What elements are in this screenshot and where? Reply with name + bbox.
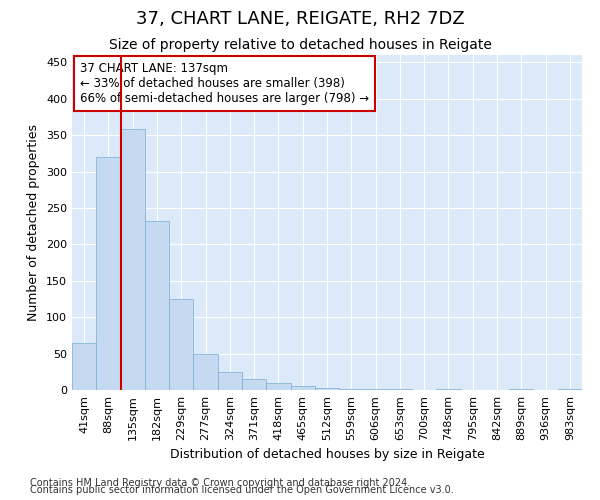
Bar xyxy=(121,130,145,390)
Bar xyxy=(266,382,290,390)
Text: Contains public sector information licensed under the Open Government Licence v3: Contains public sector information licen… xyxy=(30,485,454,495)
X-axis label: Distribution of detached houses by size in Reigate: Distribution of detached houses by size … xyxy=(170,448,484,462)
Bar xyxy=(290,386,315,390)
Bar xyxy=(169,299,193,390)
Text: 37 CHART LANE: 137sqm
← 33% of detached houses are smaller (398)
66% of semi-det: 37 CHART LANE: 137sqm ← 33% of detached … xyxy=(80,62,369,104)
Bar xyxy=(218,372,242,390)
Text: Size of property relative to detached houses in Reigate: Size of property relative to detached ho… xyxy=(109,38,491,52)
Bar xyxy=(242,379,266,390)
Y-axis label: Number of detached properties: Number of detached properties xyxy=(28,124,40,321)
Bar xyxy=(145,221,169,390)
Bar xyxy=(193,354,218,390)
Text: Contains HM Land Registry data © Crown copyright and database right 2024.: Contains HM Land Registry data © Crown c… xyxy=(30,478,410,488)
Text: 37, CHART LANE, REIGATE, RH2 7DZ: 37, CHART LANE, REIGATE, RH2 7DZ xyxy=(136,10,464,28)
Bar xyxy=(96,157,121,390)
Bar xyxy=(315,388,339,390)
Bar xyxy=(72,342,96,390)
